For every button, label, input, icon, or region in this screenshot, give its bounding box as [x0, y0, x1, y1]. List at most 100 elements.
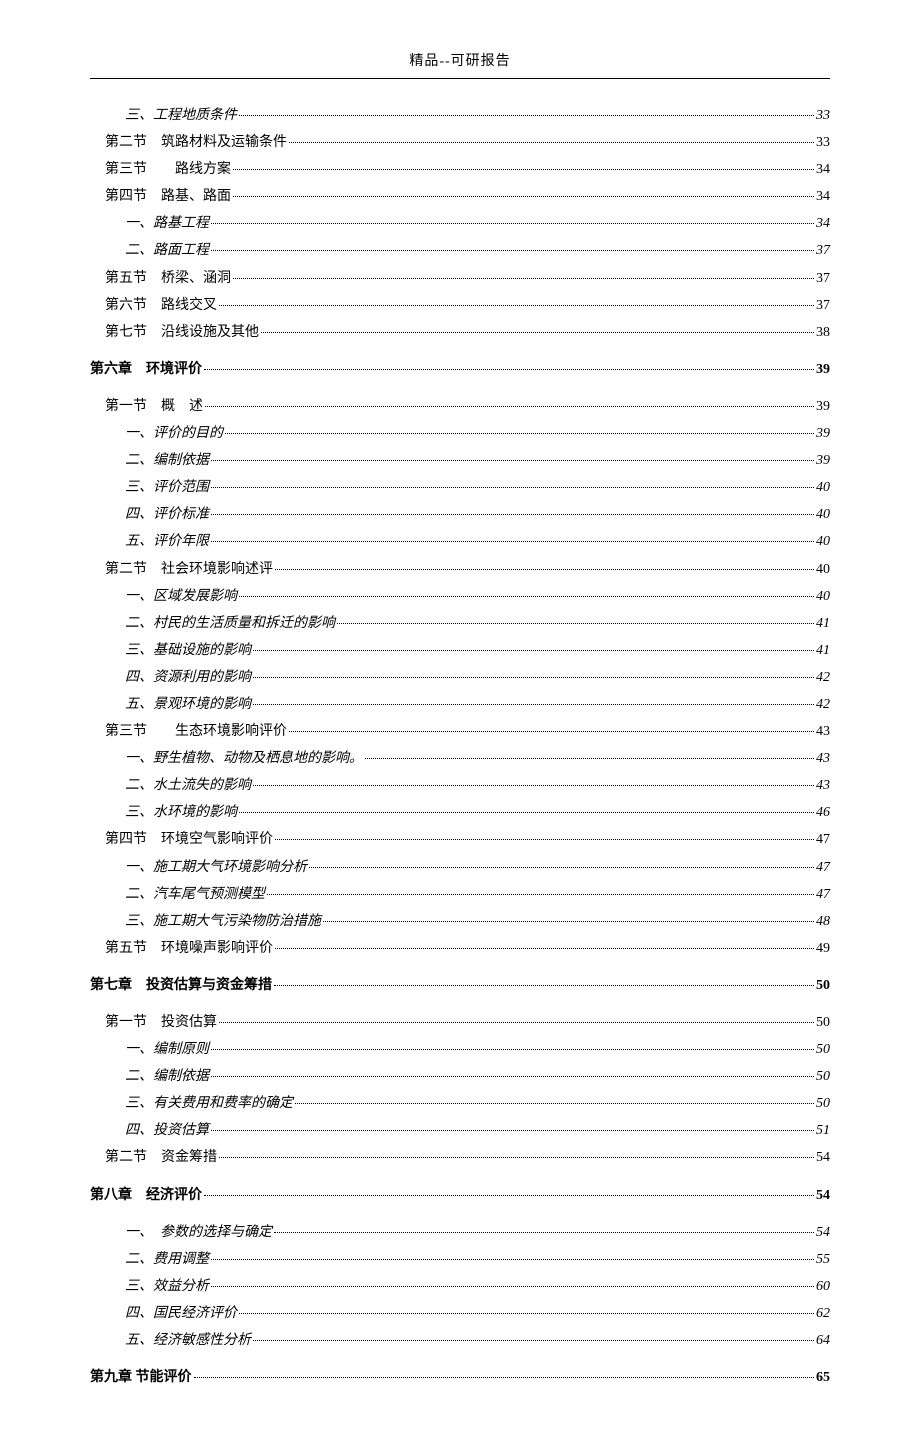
table-of-contents: 三、工程地质条件33第二节 筑路材料及运输条件33第三节 路线方案34第四节 路… [90, 104, 830, 1389]
toc-entry-label: 二、路面工程 [125, 239, 209, 262]
toc-entry-label: 二、编制依据 [125, 1065, 209, 1088]
toc-entry: 二、汽车尾气预测模型 47 [90, 883, 830, 906]
toc-entry-page: 41 [816, 639, 830, 662]
toc-entry: 第三节 路线方案 34 [90, 158, 830, 181]
toc-entry: 一、评价的目的39 [90, 422, 830, 445]
toc-dots-leader [261, 332, 814, 333]
toc-entry: 第二节 社会环境影响述评 40 [90, 558, 830, 581]
toc-entry-label: 二、费用调整 [125, 1248, 209, 1271]
toc-entry: 三、有关费用和费率的确定50 [90, 1092, 830, 1115]
toc-entry-page: 54 [816, 1221, 830, 1244]
toc-dots-leader [211, 460, 814, 461]
toc-entry-page: 51 [816, 1119, 830, 1142]
toc-entry-page: 64 [816, 1329, 830, 1352]
toc-entry-page: 42 [816, 666, 830, 689]
toc-dots-leader [239, 115, 814, 116]
toc-dots-leader [219, 1022, 814, 1023]
toc-entry-page: 37 [816, 267, 830, 290]
toc-entry: 三、施工期大气污染物防治措施48 [90, 910, 830, 933]
toc-dots-leader [309, 867, 814, 868]
toc-dots-leader [211, 1076, 814, 1077]
toc-entry-label: 三、水环境的影响 [125, 801, 237, 824]
toc-entry-page: 38 [816, 321, 830, 344]
toc-entry-page: 39 [816, 395, 830, 418]
toc-dots-leader [239, 812, 814, 813]
toc-entry-label: 第三节 路线方案 [105, 158, 231, 181]
toc-entry: 五、评价年限40 [90, 530, 830, 553]
toc-entry: 第六章 环境评价 39 [90, 358, 830, 381]
toc-entry: 第一节 概 述39 [90, 395, 830, 418]
toc-dots-leader [211, 250, 814, 251]
toc-entry-page: 41 [816, 612, 830, 635]
toc-entry-label: 二、汽车尾气预测模型 [125, 883, 265, 906]
toc-entry-label: 第一节 投资估算 [105, 1011, 217, 1034]
toc-entry-page: 60 [816, 1275, 830, 1298]
page-header-title: 精品--可研报告 [90, 50, 830, 70]
toc-entry-page: 50 [816, 1092, 830, 1115]
toc-dots-leader [239, 596, 814, 597]
toc-entry-page: 54 [816, 1146, 830, 1169]
toc-dots-leader [289, 731, 814, 732]
toc-entry: 第四节 环境空气影响评价 47 [90, 828, 830, 851]
toc-entry-page: 50 [816, 1011, 830, 1034]
toc-entry: 第九章 节能评价65 [90, 1366, 830, 1389]
toc-dots-leader [211, 541, 814, 542]
toc-entry: 第七节 沿线设施及其他 38 [90, 321, 830, 344]
toc-entry-page: 43 [816, 720, 830, 743]
toc-entry: 一、施工期大气环境影响分析47 [90, 856, 830, 879]
toc-entry-label: 五、景观环境的影响 [125, 693, 251, 716]
toc-entry-label: 一、编制原则 [125, 1038, 209, 1061]
toc-dots-leader [219, 1157, 814, 1158]
toc-entry-page: 40 [816, 558, 830, 581]
toc-entry-label: 第四节 环境空气影响评价 [105, 828, 273, 851]
toc-entry-label: 第七节 沿线设施及其他 [105, 321, 259, 344]
toc-dots-leader [194, 1377, 815, 1378]
toc-dots-leader [204, 369, 814, 370]
toc-dots-leader [219, 305, 814, 306]
toc-dots-leader [211, 1286, 814, 1287]
toc-entry: 第八章 经济评价54 [90, 1184, 830, 1207]
toc-entry-label: 二、村民的生活质量和拆迁的影响 [125, 612, 335, 635]
toc-entry-page: 34 [816, 185, 830, 208]
toc-entry-label: 一、 参数的选择与确定 [125, 1221, 272, 1244]
toc-entry: 一、编制原则 50 [90, 1038, 830, 1061]
toc-entry-page: 62 [816, 1302, 830, 1325]
toc-entry-label: 五、评价年限 [125, 530, 209, 553]
toc-entry-label: 第六章 环境评价 [90, 358, 202, 381]
toc-entry-page: 39 [816, 422, 830, 445]
toc-entry-label: 三、工程地质条件 [125, 104, 237, 127]
toc-entry-page: 37 [816, 239, 830, 262]
toc-entry-page: 49 [816, 937, 830, 960]
toc-entry: 第五节 环境噪声影响评价49 [90, 937, 830, 960]
toc-entry-label: 第八章 经济评价 [90, 1184, 202, 1207]
toc-dots-leader [289, 142, 814, 143]
toc-entry-page: 50 [816, 1038, 830, 1061]
toc-entry: 四、投资估算51 [90, 1119, 830, 1142]
toc-dots-leader [323, 921, 814, 922]
toc-entry-label: 四、国民经济评价 [125, 1302, 237, 1325]
toc-dots-leader [253, 677, 814, 678]
toc-entry-page: 47 [816, 828, 830, 851]
toc-entry-label: 第二节 社会环境影响述评 [105, 558, 273, 581]
toc-entry: 二、村民的生活质量和拆迁的影响 41 [90, 612, 830, 635]
toc-entry: 二、路面工程 37 [90, 239, 830, 262]
toc-entry-page: 34 [816, 158, 830, 181]
toc-dots-leader [253, 704, 814, 705]
toc-entry-label: 第六节 路线交叉 [105, 294, 217, 317]
toc-entry-page: 39 [816, 358, 830, 381]
toc-dots-leader [211, 1049, 814, 1050]
toc-dots-leader [211, 487, 814, 488]
toc-dots-leader [211, 223, 814, 224]
toc-entry: 第二节 筑路材料及运输条件33 [90, 131, 830, 154]
toc-entry-label: 第四节 路基、路面 [105, 185, 231, 208]
toc-entry-page: 37 [816, 294, 830, 317]
toc-dots-leader [233, 196, 814, 197]
toc-entry: 二、费用调整55 [90, 1248, 830, 1271]
toc-entry-label: 三、评价范围 [125, 476, 209, 499]
toc-dots-leader [211, 514, 814, 515]
toc-entry-page: 50 [816, 1065, 830, 1088]
toc-entry-page: 47 [816, 883, 830, 906]
toc-entry-page: 34 [816, 212, 830, 235]
toc-entry: 一、路基工程34 [90, 212, 830, 235]
toc-entry-page: 39 [816, 449, 830, 472]
